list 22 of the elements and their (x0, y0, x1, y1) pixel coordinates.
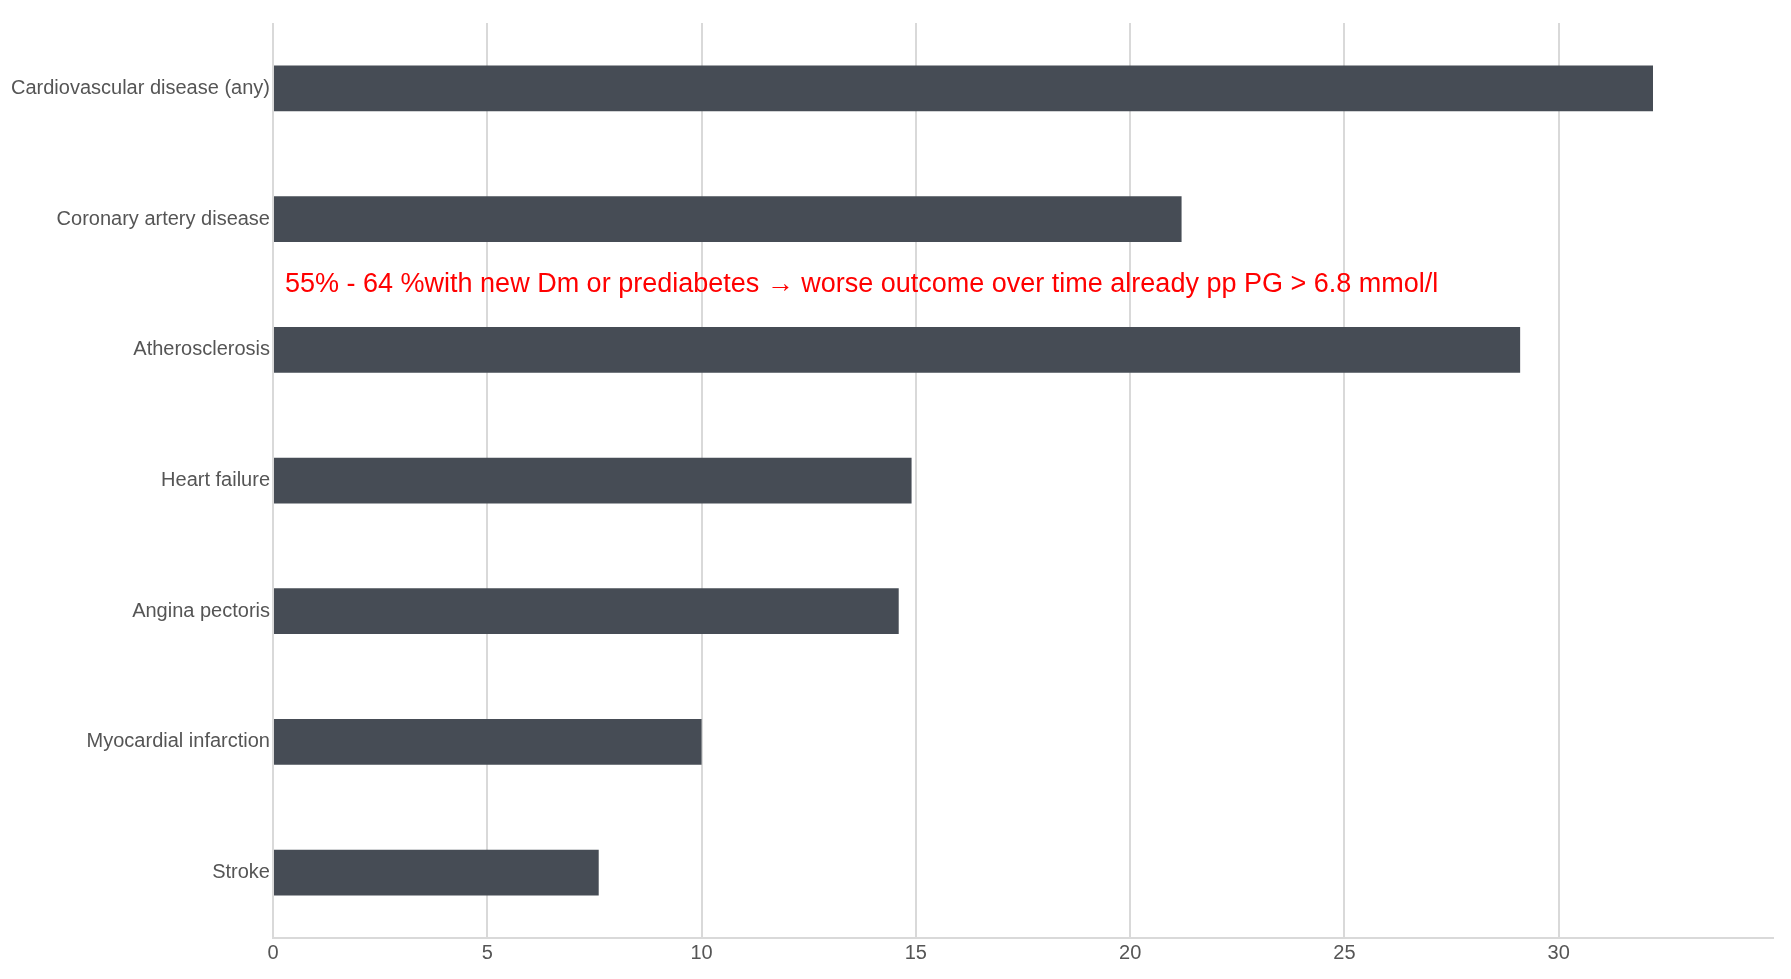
y-tick-label: Atherosclerosis (133, 337, 270, 360)
bar (274, 588, 899, 635)
x-tick-label: 0 (267, 940, 279, 963)
x-tick-label: 30 (1547, 940, 1570, 963)
x-tick-label: 15 (904, 940, 927, 963)
x-tick-label: 25 (1333, 940, 1356, 963)
y-tick-label: Coronary artery disease (56, 206, 270, 229)
bar (274, 326, 1521, 373)
x-tick-label: 5 (481, 940, 493, 963)
bar (274, 65, 1653, 112)
bar (274, 719, 702, 765)
y-tick-label: Heart failure (161, 468, 270, 491)
bar (274, 196, 1182, 242)
annotation: 55% - 64 %with new Dm or prediabetes → worse outcome over time already pp PG > 6.8 mmol/l (285, 267, 1439, 298)
y-tick-label: Stroke (212, 860, 270, 883)
y-tick-label: Cardiovascular disease (any) (10, 75, 270, 98)
y-tick-label: Angina pectoris (132, 598, 270, 621)
x-tick-label: 10 (690, 940, 713, 963)
bar (274, 457, 912, 504)
x-tick-label: 20 (1119, 940, 1142, 963)
bar (274, 849, 599, 896)
y-tick-label: Myocardial infarction (86, 729, 270, 752)
